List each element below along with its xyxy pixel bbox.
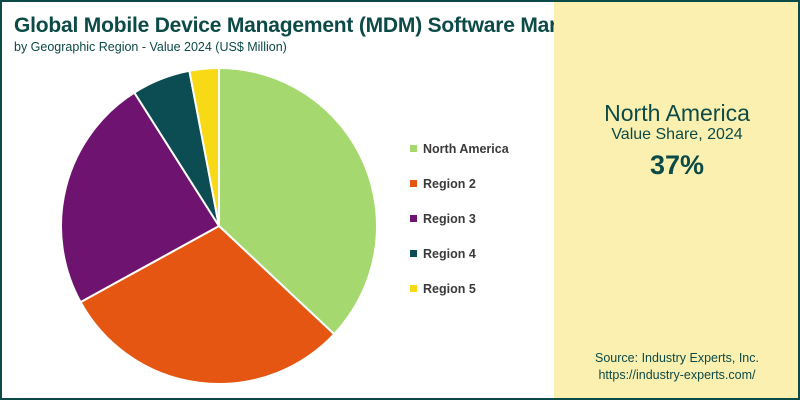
chart-legend: North America Region 2 Region 3 Region 4 Reg…	[410, 131, 550, 306]
pie-slice	[60, 91, 221, 304]
highlight-region: North America	[604, 100, 750, 126]
highlight-value: 37%	[649, 150, 705, 180]
legend-swatch	[410, 215, 417, 222]
legend-item: Region 3	[410, 201, 550, 236]
legend-swatch	[410, 180, 417, 187]
legend-swatch	[410, 145, 417, 152]
legend-item: Region 5	[410, 271, 550, 306]
legend-swatch	[410, 285, 417, 292]
legend-label: Region 4	[423, 246, 476, 261]
chart-title: Global Mobile Device Management (MDM) So…	[14, 14, 587, 37]
legend-label: Region 5	[423, 281, 476, 296]
legend-label: Region 2	[423, 176, 476, 191]
pie-chart	[60, 66, 378, 385]
legend-item: North America	[410, 131, 550, 166]
highlight-panel: North America Value Share, 2024 37% Sour…	[554, 2, 798, 398]
source-credit: Source: Industry Experts, Inc. https://i…	[554, 350, 798, 384]
legend-swatch	[410, 250, 417, 257]
source-line: Source: Industry Experts, Inc.	[595, 351, 759, 365]
legend-item: Region 4	[410, 236, 550, 271]
source-url[interactable]: https://industry-experts.com/	[598, 368, 756, 382]
pie-slice	[218, 66, 378, 336]
legend-label: North America	[423, 141, 509, 156]
highlight-caption: Value Share, 2024	[611, 126, 743, 143]
legend-item: Region 2	[410, 166, 550, 201]
pie-slice	[79, 224, 336, 385]
legend-label: Region 3	[423, 211, 476, 226]
chart-subtitle: by Geographic Region - Value 2024 (US$ M…	[14, 40, 287, 54]
pie-slice	[188, 66, 220, 227]
